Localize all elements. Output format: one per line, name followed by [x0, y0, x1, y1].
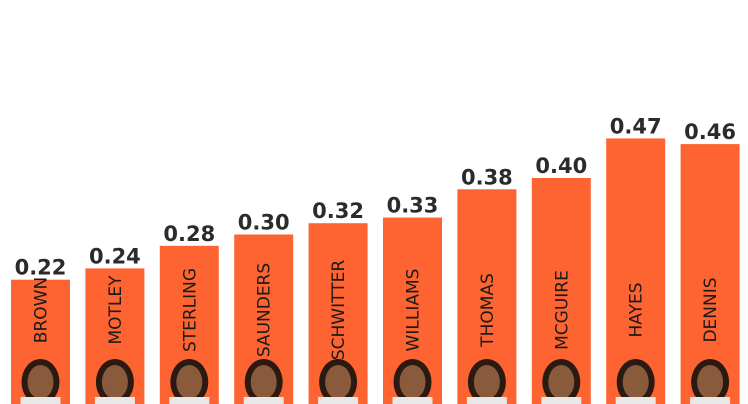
photo-jersey: [94, 397, 135, 404]
photo-jersey: [466, 397, 507, 404]
category-label: BROWN: [32, 277, 52, 343]
value-label: 0.46: [684, 120, 736, 144]
photo-jersey: [541, 397, 582, 404]
photo-jersey: [243, 397, 284, 404]
photo-face: [325, 365, 352, 399]
category-label: THOMAS: [478, 273, 498, 348]
player-photo: [466, 359, 507, 404]
player-photo: [243, 359, 284, 404]
photo-face: [473, 365, 500, 399]
photo-face: [548, 365, 575, 399]
player-photo: [541, 359, 582, 404]
photo-jersey: [615, 397, 656, 404]
photo-face: [250, 365, 277, 399]
photo-jersey: [690, 397, 731, 404]
category-label: DENNIS: [701, 277, 721, 342]
value-label: 0.32: [312, 199, 364, 223]
value-label: 0.22: [15, 256, 67, 280]
photo-face: [176, 365, 203, 399]
player-photo: [169, 359, 210, 404]
photo-jersey: [392, 397, 433, 404]
value-label: 0.24: [89, 244, 141, 268]
category-label: HAYES: [627, 282, 647, 337]
photo-jersey: [20, 397, 61, 404]
value-label: 0.33: [387, 194, 439, 218]
category-label: WILLIAMS: [404, 269, 424, 352]
photo-face: [622, 365, 649, 399]
player-photo: [20, 359, 61, 404]
player-photo: [690, 359, 731, 404]
player-photo: [392, 359, 433, 404]
photo-face: [101, 365, 128, 399]
photo-jersey: [169, 397, 210, 404]
category-label: STERLING: [180, 268, 200, 352]
photo-face: [697, 365, 724, 399]
value-label: 0.28: [163, 222, 215, 246]
category-label: MCGUIRE: [552, 270, 572, 350]
value-label: 0.40: [535, 154, 587, 178]
player-photo: [318, 359, 359, 404]
photo-jersey: [318, 397, 359, 404]
value-label: 0.47: [610, 114, 662, 138]
category-label: SCHWITTER: [329, 260, 349, 360]
category-label: SAUNDERS: [255, 263, 275, 357]
photo-face: [399, 365, 426, 399]
photo-face: [27, 365, 54, 399]
value-label: 0.30: [238, 211, 290, 235]
category-label: MOTLEY: [106, 275, 126, 345]
value-label: 0.38: [461, 165, 513, 189]
player-photo: [615, 359, 656, 404]
player-photo: [94, 359, 135, 404]
